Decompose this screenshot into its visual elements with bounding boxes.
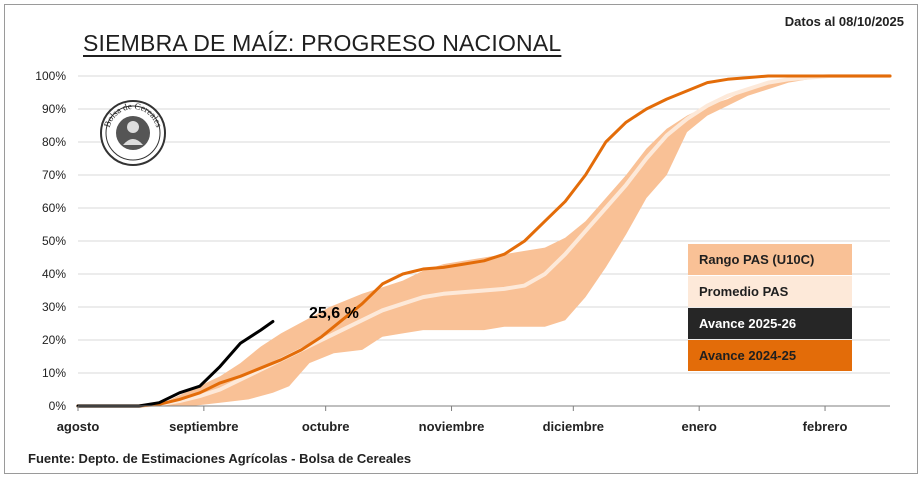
y-tick-label: 70% — [42, 168, 66, 182]
legend-promedio: Promedio PAS — [688, 276, 852, 307]
legend-avance-2024: Avance 2024-25 — [688, 340, 852, 371]
y-tick-label: 60% — [42, 201, 66, 215]
source-note: Fuente: Depto. de Estimaciones Agrícolas… — [28, 451, 412, 466]
axis-layer: 0% 10% 20% 30% 40% 50% 60% 70% 80% 90% 100% agosto s… — [35, 69, 890, 434]
y-tick-label: 0% — [49, 399, 67, 413]
x-tick-label-noviembre: noviembre — [419, 419, 485, 434]
y-tick-label: 50% — [42, 234, 66, 248]
date-note: Datos al 08/10/2025 — [784, 14, 904, 29]
series-promedio-pas — [76, 74, 892, 408]
chart-title: SIEMBRA DE MAÍZ: PROGRESO NACIONAL — [83, 30, 562, 56]
y-tick-label: 30% — [42, 300, 66, 314]
x-tick-label-septiembre: septiembre — [169, 419, 238, 434]
x-tick-label-enero: enero — [681, 419, 716, 434]
y-tick-label: 10% — [42, 366, 66, 380]
y-tick-label: 100% — [35, 69, 66, 83]
x-tick-label-diciembre: diciembre — [543, 419, 604, 434]
current-progress-callout: 25,6 % — [309, 305, 359, 322]
legend-promedio-label: Promedio PAS — [699, 284, 789, 299]
series-avance-2024-25 — [76, 74, 892, 408]
legend-rango: Rango PAS (U10C) — [688, 244, 852, 275]
y-tick-label: 90% — [42, 102, 66, 116]
legend-avance-2024-label: Avance 2024-25 — [699, 348, 797, 363]
x-tick-label-octubre: octubre — [302, 419, 350, 434]
x-tick-label-agosto: agosto — [57, 419, 100, 434]
y-tick-label: 40% — [42, 267, 66, 281]
legend-avance-2025-label: Avance 2025-26 — [699, 316, 797, 331]
legend-rango-label: Rango PAS (U10C) — [699, 252, 815, 267]
bolsa-de-cereales-logo: Bolsa de Cereales — [100, 100, 166, 166]
y-tick-label: 20% — [42, 333, 66, 347]
legend-avance-2025: Avance 2025-26 — [688, 308, 852, 339]
y-tick-label: 80% — [42, 135, 66, 149]
x-tick-label-febrero: febrero — [803, 419, 848, 434]
